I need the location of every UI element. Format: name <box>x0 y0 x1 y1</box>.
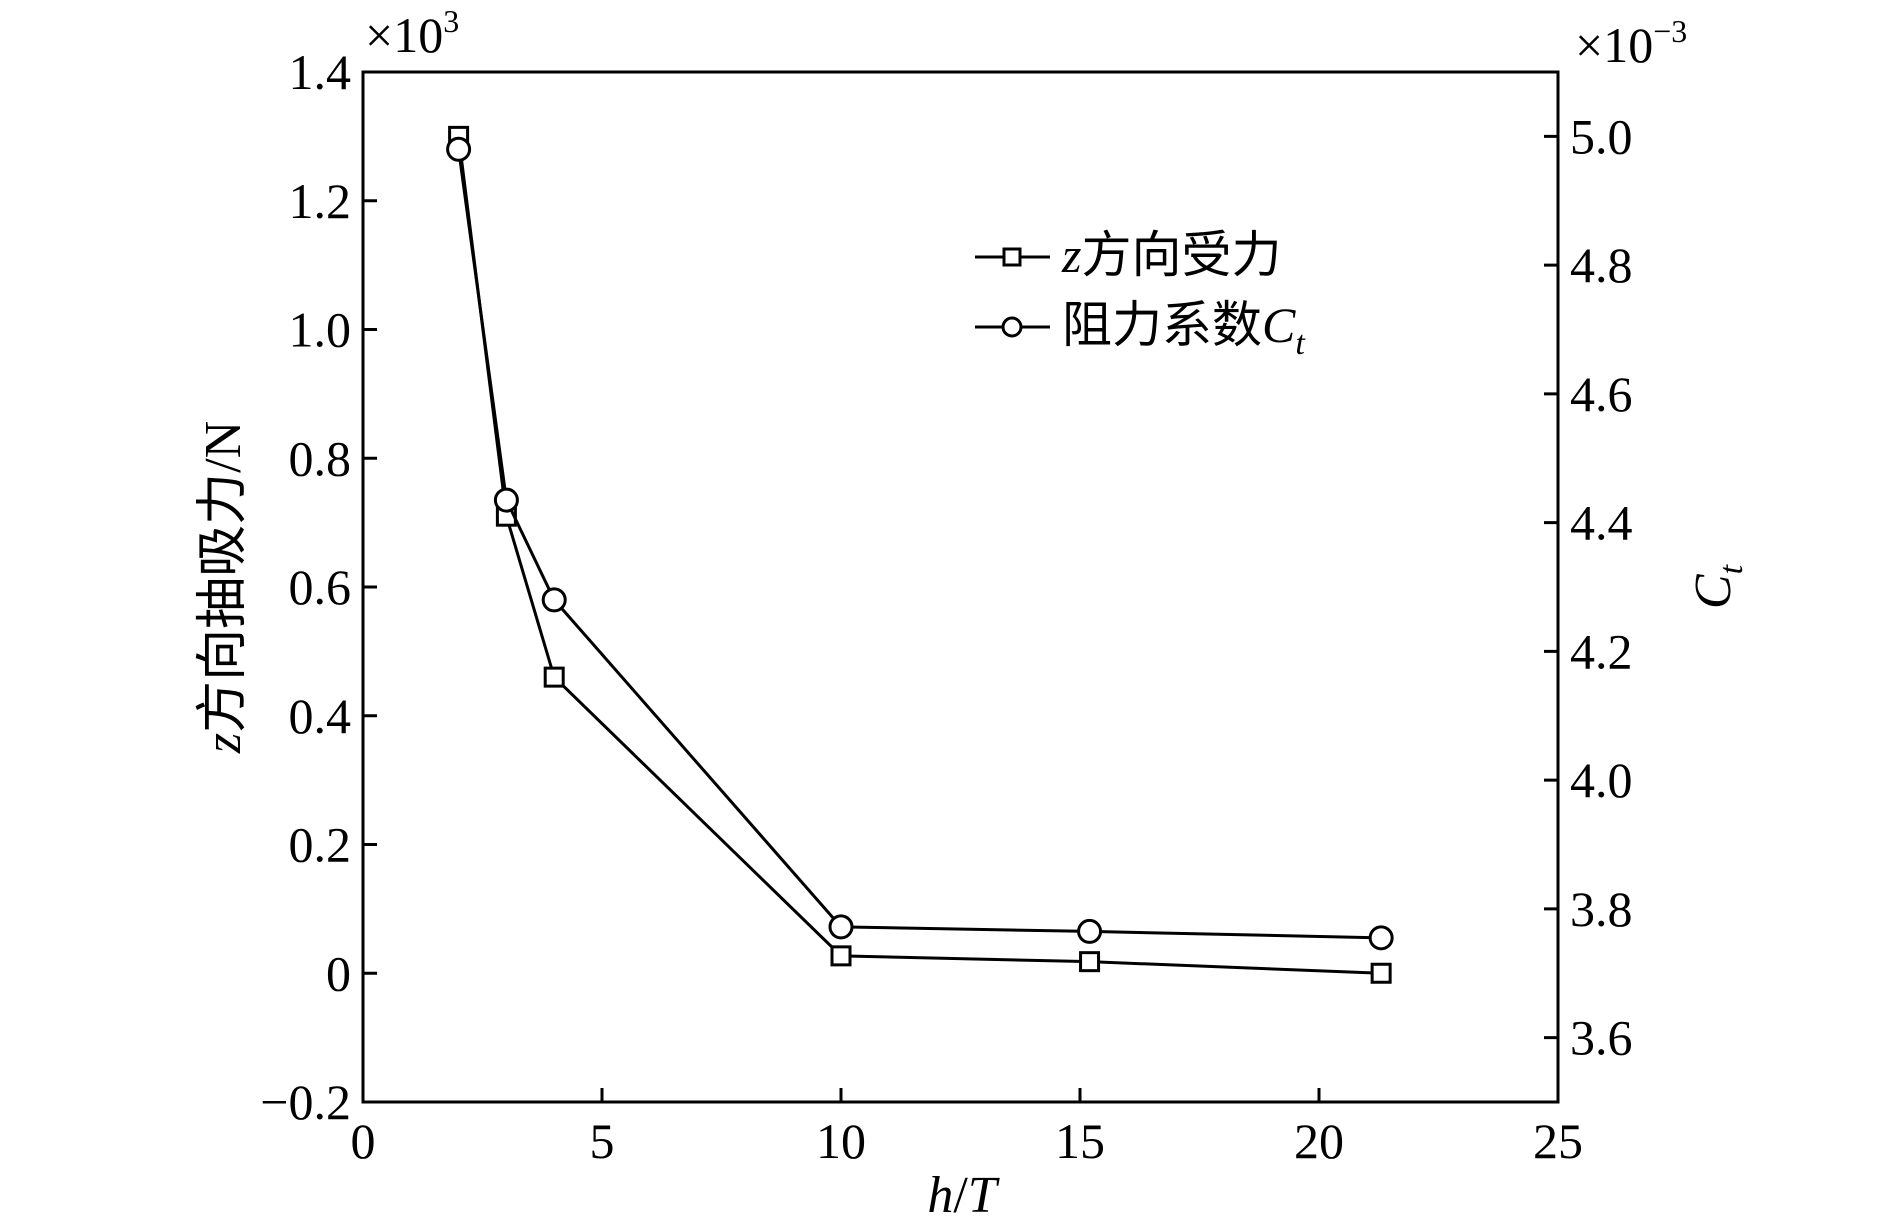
left-tick-label: −0.2 <box>260 1074 351 1130</box>
data-point-circle <box>446 136 472 162</box>
left-tick-label: 0.2 <box>289 817 352 873</box>
left-axis-ticks: −0.2 0 0.2 0.4 0.6 0.8 1.0 1.2 1.4 <box>260 44 377 1130</box>
left-tick-label: 0.8 <box>289 430 352 486</box>
x-axis-title: h/T <box>927 1167 999 1220</box>
series-layer <box>446 125 1394 984</box>
data-point-square <box>1079 951 1101 973</box>
data-point-square <box>543 666 565 688</box>
left-tick-label: 1.2 <box>289 173 352 229</box>
legend-label-drag: 阻力系数Ct <box>1062 297 1306 362</box>
right-tick-label: 3.6 <box>1570 1010 1633 1066</box>
right-tick-label: 3.8 <box>1570 881 1633 937</box>
data-point-square <box>830 945 852 967</box>
legend-marker-square <box>1002 247 1022 267</box>
left-tick-label: 0.6 <box>289 559 352 615</box>
left-tick-label: 0 <box>326 945 351 1001</box>
legend: z方向受力 阻力系数Ct <box>975 227 1306 362</box>
x-axis-ticks: 0 5 10 15 20 25 <box>351 1088 1583 1169</box>
series-line-0 <box>457 136 1382 975</box>
data-point-circle <box>828 914 854 940</box>
data-point-circle <box>541 587 567 613</box>
right-axis-multiplier: ×10−3 <box>1575 13 1687 73</box>
x-tick-label: 20 <box>1294 1113 1344 1169</box>
x-tick-label: 5 <box>590 1113 615 1169</box>
right-tick-label: 4.2 <box>1570 623 1633 679</box>
left-axis-multiplier: ×103 <box>365 3 459 63</box>
x-tick-label: 25 <box>1533 1113 1583 1169</box>
legend-label-force: z方向受力 <box>1061 227 1281 283</box>
legend-marker-circle <box>1001 316 1023 338</box>
right-tick-label: 5.0 <box>1570 108 1633 164</box>
data-point-square <box>1370 962 1392 984</box>
right-axis-title: Ct <box>1685 563 1750 609</box>
x-tick-label: 10 <box>816 1113 866 1169</box>
right-tick-label: 4.6 <box>1570 366 1633 422</box>
right-tick-label: 4.4 <box>1570 495 1633 551</box>
left-axis-title: z方向抽吸力/N <box>195 421 252 754</box>
data-point-circle <box>493 487 519 513</box>
x-tick-label: 0 <box>351 1113 376 1169</box>
data-point-circle <box>1077 918 1103 944</box>
x-tick-label: 15 <box>1055 1113 1105 1169</box>
right-tick-label: 4.0 <box>1570 752 1633 808</box>
data-point-circle <box>1368 925 1394 951</box>
right-tick-label: 4.8 <box>1570 237 1633 293</box>
left-tick-label: 1.0 <box>289 302 352 358</box>
left-tick-label: 0.4 <box>289 688 352 744</box>
right-axis-ticks: 3.6 3.8 4.0 4.2 4.4 4.6 4.8 5.0 <box>1544 108 1633 1066</box>
series-line-1 <box>457 149 1382 940</box>
left-tick-label: 1.4 <box>289 44 352 100</box>
